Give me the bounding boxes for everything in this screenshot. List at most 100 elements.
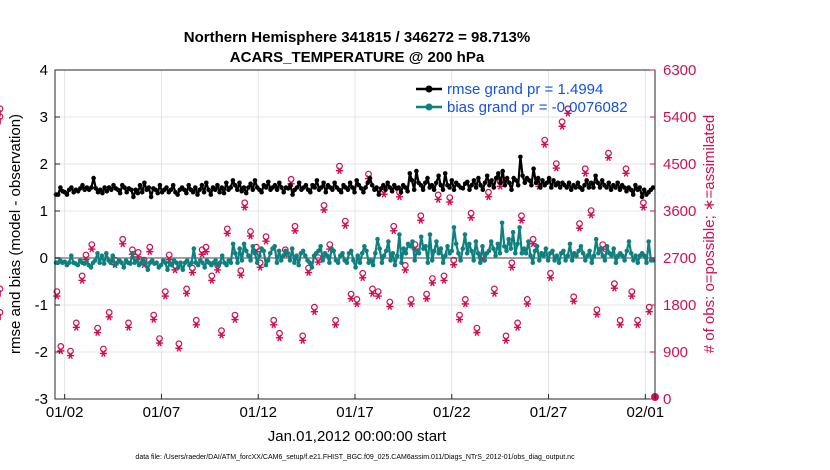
obs-count-point	[490, 285, 498, 297]
bias-point	[495, 241, 501, 247]
bias-point	[373, 251, 378, 256]
rmse-point	[133, 187, 138, 193]
rmse-point	[480, 187, 486, 193]
bias-point	[88, 265, 94, 270]
obs-possible-marker	[514, 319, 521, 327]
right-tick-label: 4500	[663, 156, 696, 173]
legend-swatch-rmse-marker	[425, 85, 433, 93]
rmse-point	[478, 182, 483, 188]
bias-point	[357, 260, 363, 266]
rmse-point	[232, 182, 238, 188]
obs-assimilated-stroke	[629, 292, 635, 300]
obs-assimilated-stroke	[457, 316, 462, 324]
rmse-point	[111, 182, 116, 188]
bias-point	[626, 239, 632, 244]
obs-count-point	[581, 165, 589, 177]
obs-count-point	[423, 290, 431, 303]
rmse-point	[164, 185, 169, 190]
rmse-point	[285, 186, 291, 191]
rmse-point	[617, 187, 623, 193]
rmse-point	[420, 187, 426, 193]
bias-point	[460, 246, 466, 251]
obs-count-point	[0, 309, 4, 321]
bias-point	[101, 261, 107, 266]
bias-point	[642, 253, 647, 258]
obs-possible-marker	[175, 340, 183, 348]
bias-point	[429, 258, 435, 263]
rmse-point	[381, 182, 386, 188]
rmse-point	[190, 189, 196, 195]
obs-assimilated-stroke	[548, 274, 553, 282]
bias-point	[272, 244, 278, 249]
obs-assimilated-stroke	[582, 169, 588, 177]
obs-assimilated-stroke	[571, 297, 577, 305]
rmse-point	[429, 182, 435, 188]
x-tick-label: 01/02	[46, 404, 84, 421]
rmse-point	[263, 185, 269, 190]
obs-count-point	[450, 256, 458, 269]
rmse-point	[354, 178, 360, 183]
bias-point	[246, 253, 251, 258]
rmse-point	[367, 175, 373, 181]
obs-assimilated-stroke	[354, 300, 360, 308]
rmse-point	[376, 192, 382, 197]
obs-assimilated-stroke	[462, 300, 468, 308]
bias-point	[609, 253, 614, 258]
rmse-point	[597, 185, 603, 190]
bias-point	[294, 253, 299, 258]
obs-possible-marker	[341, 217, 349, 225]
bias-point	[473, 239, 479, 244]
bias-point	[545, 258, 551, 263]
obs-possible-marker	[390, 222, 398, 230]
rmse-point	[507, 180, 512, 186]
bias-point	[521, 246, 527, 251]
rmse-point	[396, 185, 402, 190]
bias-point	[613, 260, 619, 266]
rmse-point	[604, 185, 609, 190]
obs-possible-marker	[237, 267, 245, 275]
obs-count-point	[314, 254, 322, 266]
obs-count-point	[88, 241, 96, 253]
obs-count-point	[124, 319, 133, 331]
rmse-point	[418, 182, 424, 188]
rmse-point	[181, 187, 187, 193]
bias-point	[281, 253, 286, 258]
rmse-point	[252, 178, 258, 183]
obs-possible-marker	[119, 235, 127, 243]
bias-point	[624, 248, 630, 254]
bias-point	[631, 258, 636, 263]
bias-point	[377, 246, 383, 251]
obs-assimilated-stroke	[474, 329, 480, 337]
obs-count-point	[514, 319, 522, 331]
bias-point	[517, 225, 522, 230]
bias-point	[425, 260, 431, 266]
bias-point	[436, 251, 442, 256]
obs-assimilated-stroke	[441, 276, 447, 284]
x-tick-label: 01/07	[143, 404, 181, 421]
rmse-point	[436, 173, 441, 179]
rmse-point	[546, 175, 552, 181]
obs-count-point	[610, 280, 618, 292]
rmse-point	[440, 187, 446, 193]
bias-point	[488, 239, 494, 244]
rmse-point	[599, 178, 605, 183]
obs-count-point	[105, 309, 113, 321]
bias-point	[383, 248, 389, 254]
rmse-point	[312, 185, 318, 190]
bias-point	[252, 251, 258, 256]
obs-possible-marker	[622, 165, 630, 173]
obs-assimilated-stroke	[429, 279, 435, 287]
bias-point	[576, 248, 581, 254]
bias-point	[331, 248, 337, 254]
obs-possible-marker	[134, 248, 142, 256]
obs-count-point	[119, 235, 127, 248]
rmse-point	[387, 185, 393, 190]
obs-count-point	[262, 233, 270, 245]
bias-point	[438, 246, 444, 251]
rmse-point	[206, 187, 211, 193]
rmse-point	[566, 180, 572, 186]
rmse-point	[259, 189, 264, 195]
obs-assimilated-stroke	[126, 323, 131, 331]
bias-point	[493, 253, 498, 258]
bias-point	[261, 248, 267, 254]
